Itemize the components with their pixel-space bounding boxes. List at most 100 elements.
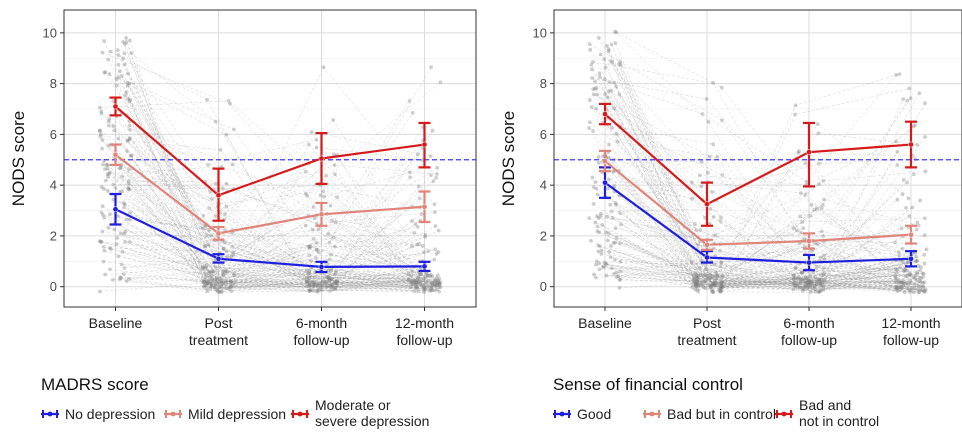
trajectory-line — [119, 167, 438, 276]
trajectory-line — [588, 127, 918, 286]
legend-key-point — [47, 411, 53, 417]
individual-point — [324, 280, 328, 285]
individual-point — [693, 283, 698, 287]
individual-point — [905, 268, 909, 273]
trajectory-line — [616, 238, 916, 287]
individual-point — [220, 273, 225, 277]
data-point — [908, 255, 914, 262]
individual-point — [304, 275, 309, 280]
individual-point — [329, 252, 333, 257]
trajectory-line — [129, 129, 428, 276]
trajectory-line — [616, 273, 910, 283]
individual-point — [415, 224, 420, 229]
individual-point — [119, 276, 123, 280]
individual-point — [422, 290, 427, 295]
individual-point — [696, 273, 701, 278]
individual-point — [617, 286, 622, 290]
trajectory-line — [104, 168, 436, 282]
individual-point — [711, 215, 716, 219]
individual-point — [795, 282, 800, 287]
individual-point — [795, 276, 800, 281]
individual-point — [587, 98, 592, 102]
individual-point — [209, 197, 214, 201]
individual-point — [408, 170, 412, 175]
x-tick-label-line: follow-up — [781, 332, 837, 348]
individual-point — [207, 206, 212, 210]
individual-point — [711, 282, 716, 287]
individual-point — [809, 203, 814, 207]
trajectory-line — [599, 263, 911, 287]
individual-point — [902, 267, 906, 272]
individual-point — [205, 233, 209, 237]
individual-point — [110, 278, 115, 282]
individual-point — [101, 213, 105, 217]
individual-point — [105, 189, 110, 193]
individual-point — [616, 274, 621, 279]
trajectory-line — [600, 213, 903, 250]
individual-point — [430, 280, 434, 285]
individual-point — [106, 119, 111, 124]
individual-point — [102, 215, 107, 220]
individual-point — [200, 226, 205, 231]
individual-point — [916, 290, 921, 295]
individual-point — [218, 276, 223, 281]
individual-point — [694, 281, 699, 286]
individual-point — [894, 285, 899, 290]
legend-key-point — [781, 411, 787, 417]
individual-point — [232, 127, 236, 132]
individual-point — [208, 286, 213, 291]
individual-point — [894, 270, 899, 275]
plot-area — [554, 10, 962, 307]
legend-item: Good — [553, 406, 611, 422]
legend-item: No depression — [41, 406, 155, 422]
individual-point — [813, 241, 817, 246]
trajectory-line — [113, 199, 439, 283]
trajectory-line — [124, 241, 424, 278]
individual-point — [696, 275, 701, 280]
individual-point — [691, 273, 696, 278]
trajectory-line — [121, 75, 414, 283]
individual-point — [816, 278, 821, 283]
trajectory-line — [114, 157, 417, 287]
trajectory-line — [595, 222, 899, 284]
individual-point — [321, 189, 326, 194]
individual-point — [111, 182, 116, 187]
individual-point — [314, 137, 319, 142]
individual-point — [714, 276, 719, 281]
individual-trajectories — [97, 35, 443, 295]
individual-point — [697, 173, 702, 178]
individual-point — [307, 142, 311, 147]
individual-point — [619, 63, 623, 67]
individual-point — [203, 283, 208, 288]
individual-point — [422, 250, 426, 254]
individual-point — [434, 276, 439, 281]
individual-point — [100, 138, 105, 142]
individual-point — [415, 242, 420, 247]
data-point — [318, 211, 325, 218]
individual-point — [719, 261, 724, 265]
individual-point — [603, 65, 608, 70]
individual-point — [923, 134, 927, 139]
individual-point — [204, 263, 209, 267]
individual-point — [905, 281, 909, 286]
individual-point — [307, 276, 311, 281]
individual-point — [606, 89, 611, 94]
individual-point — [720, 280, 725, 285]
individual-point — [407, 98, 412, 103]
individual-point — [893, 276, 898, 280]
individual-point — [312, 281, 316, 285]
individual-point — [609, 125, 614, 130]
trajectory-line — [610, 90, 911, 283]
individual-point — [908, 272, 912, 277]
trajectory-line — [618, 276, 920, 293]
x-tick-label-line: treatment — [677, 332, 736, 348]
individual-point — [307, 253, 312, 258]
individual-point — [418, 272, 423, 276]
individual-point — [594, 106, 598, 111]
individual-point — [597, 267, 602, 272]
y-axis-title: NODS score — [499, 111, 518, 206]
trajectory-line — [99, 130, 415, 287]
individual-point — [707, 221, 712, 226]
individual-point — [705, 274, 709, 279]
trajectory-line — [611, 263, 906, 280]
